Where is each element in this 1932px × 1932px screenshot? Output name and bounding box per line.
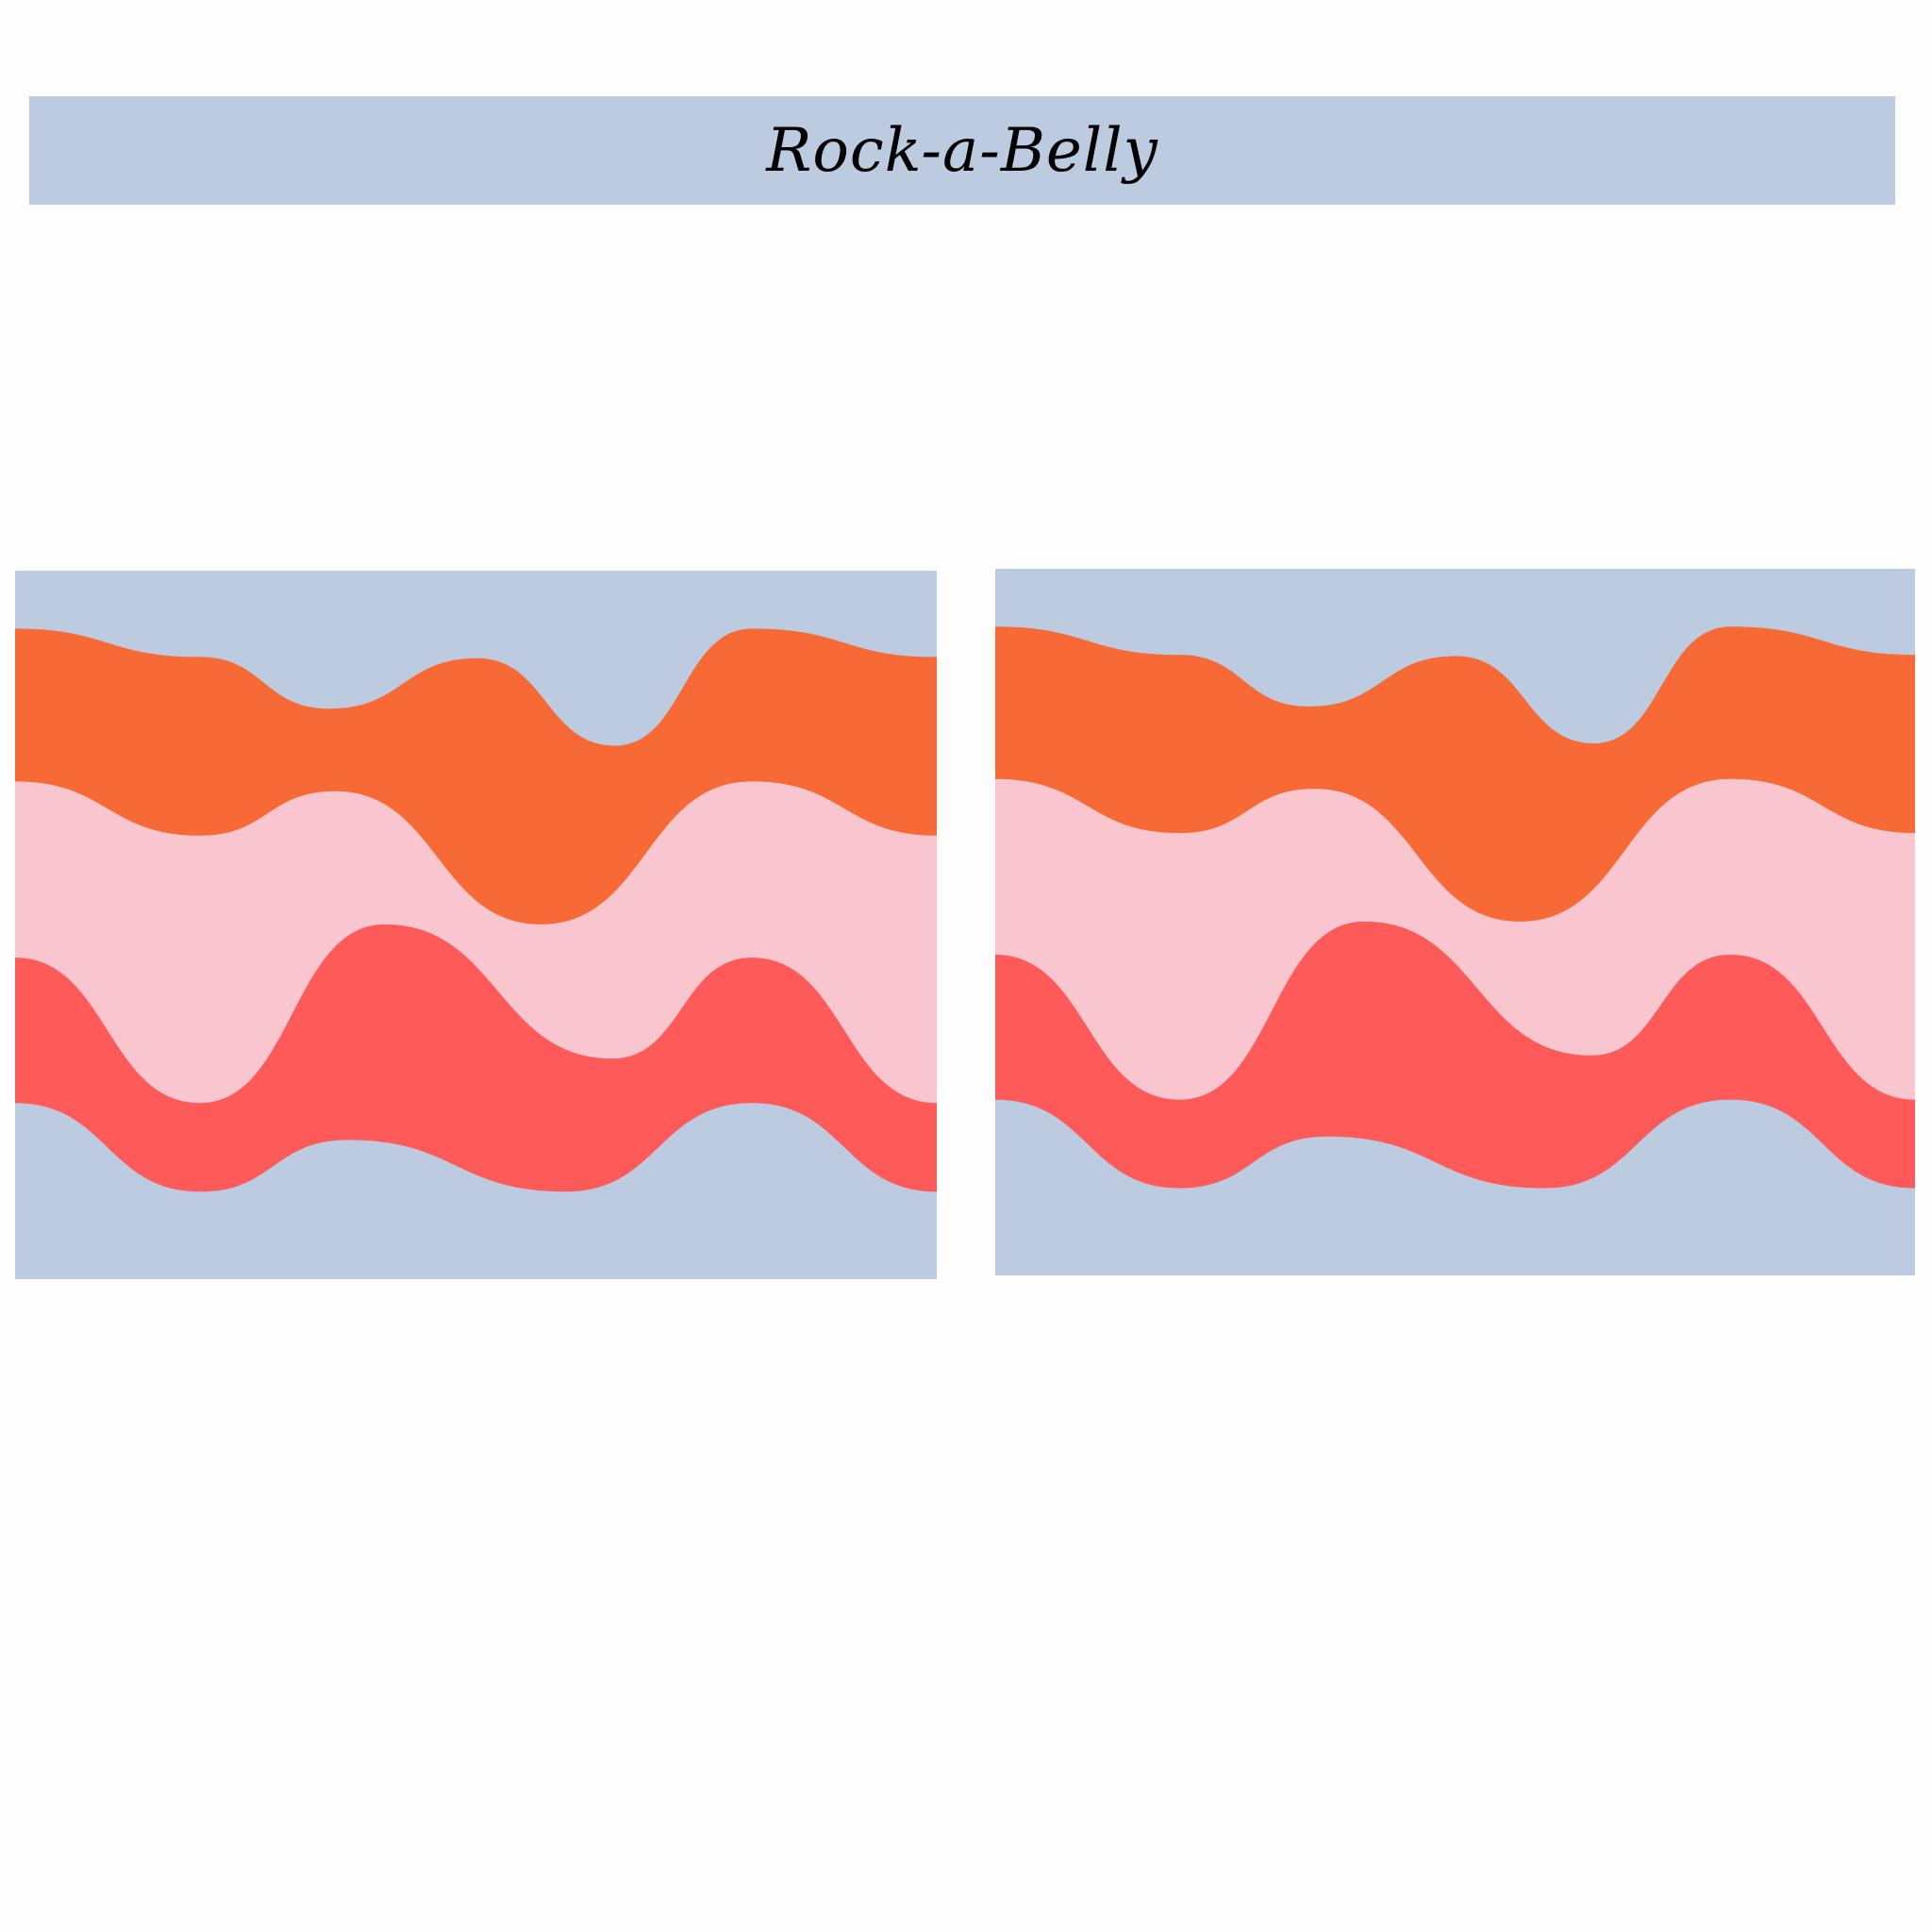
blue-wave [15, 1103, 937, 1279]
header-title: Rock-a-Belly [766, 115, 1158, 186]
wave-panel [995, 569, 1915, 1275]
blue-wave [995, 1099, 1915, 1275]
header-bar: Rock-a-Belly [29, 96, 1895, 205]
wave-panel [15, 571, 937, 1279]
